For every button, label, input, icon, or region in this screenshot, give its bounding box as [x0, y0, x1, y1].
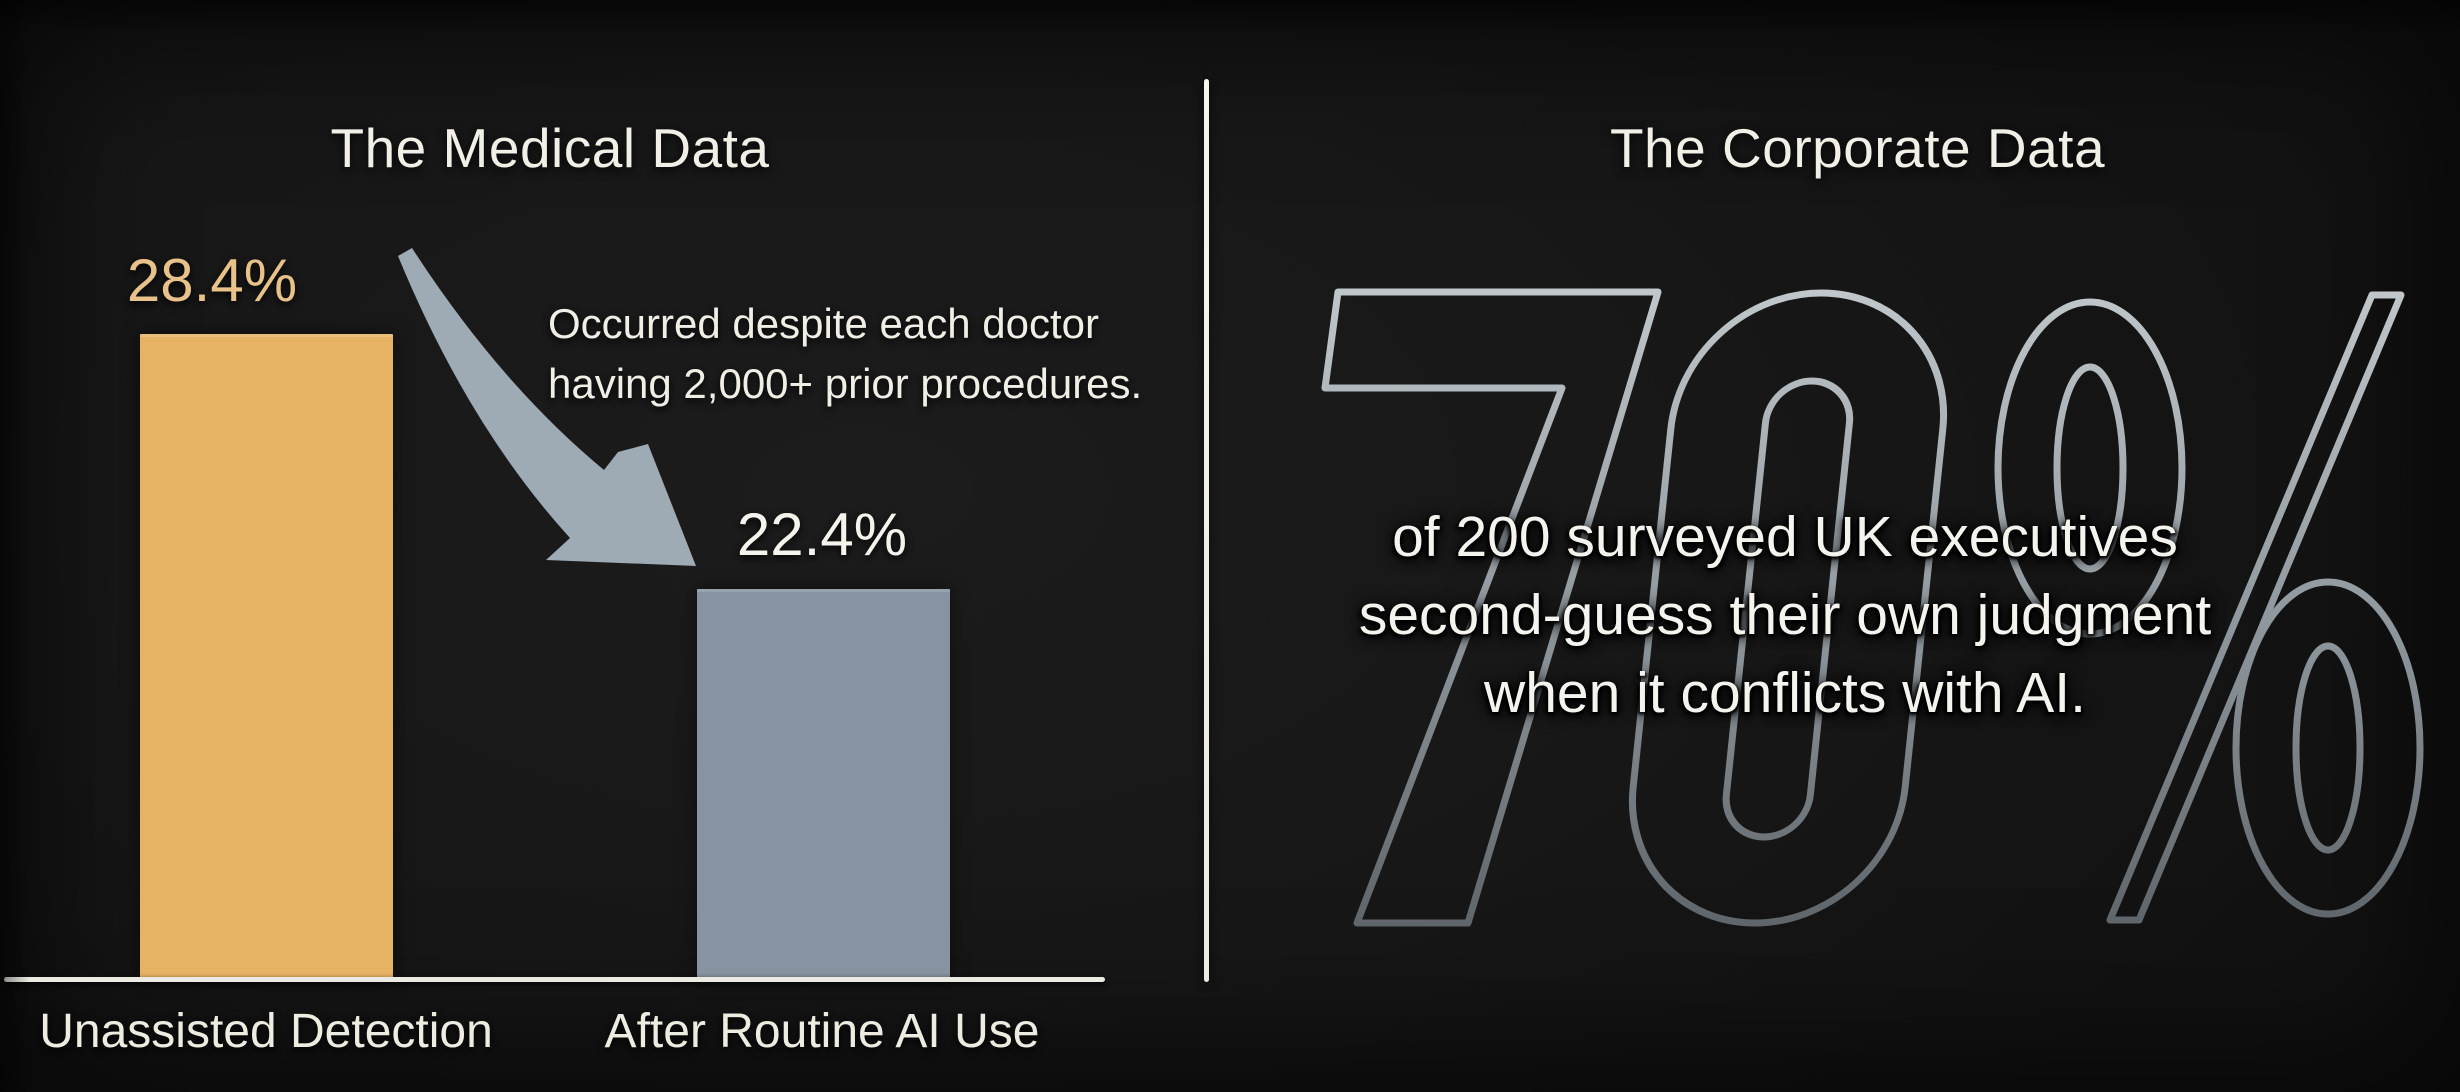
chart-annotation: Occurred despite each doctor having 2,00…: [548, 300, 1143, 407]
panel-divider: [1204, 79, 1209, 982]
category-label-unassisted: Unassisted Detection: [39, 1005, 493, 1058]
value-label-unassisted: 28.4%: [126, 247, 298, 314]
bar-after-routine-ai-use: [697, 589, 950, 980]
left-panel-title: The Medical Data: [330, 117, 770, 179]
category-label-after-ai: After Routine AI Use: [604, 1005, 1040, 1058]
value-label-after-ai: 22.4%: [736, 501, 908, 568]
stat-caption-line-1: of 200 surveyed UK executives: [1392, 505, 2178, 569]
bar-unassisted-detection: [140, 334, 393, 980]
stat-caption-line-3: when it conflicts with AI.: [1484, 661, 2086, 725]
stat-caption: of 200 surveyed UK executives second-gue…: [1210, 498, 2360, 732]
x-axis-line: [4, 977, 1105, 982]
right-panel-title: The Corporate Data: [1609, 117, 2106, 179]
stat-caption-line-2: second-guess their own judgment: [1358, 583, 2212, 647]
